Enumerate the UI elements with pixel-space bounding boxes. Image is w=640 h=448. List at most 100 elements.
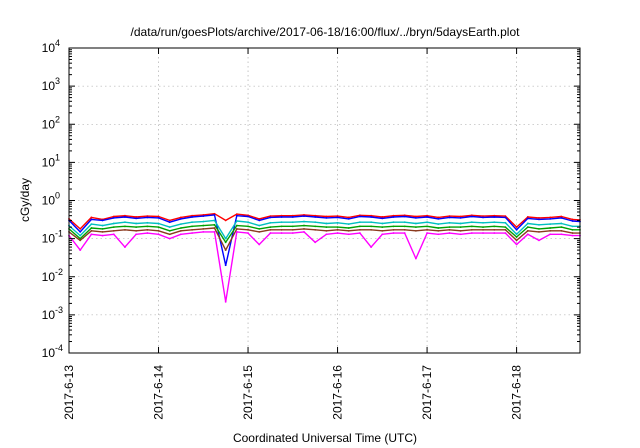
data-point <box>549 229 552 232</box>
data-point <box>560 222 563 225</box>
x-tick-label: 2017-6-14 <box>152 365 166 420</box>
data-point <box>482 226 484 229</box>
data-point <box>202 215 205 217</box>
data-point <box>124 221 126 224</box>
data-point <box>135 217 138 220</box>
data-point <box>538 239 540 242</box>
data-point <box>515 228 518 231</box>
data-point <box>359 214 361 217</box>
data-point <box>381 229 384 232</box>
data-point <box>112 229 115 232</box>
data-point <box>493 221 496 224</box>
data-point <box>381 233 384 236</box>
data-point <box>515 236 518 238</box>
data-point <box>359 221 361 224</box>
data-point <box>191 216 193 218</box>
data-point <box>347 229 350 232</box>
data-point <box>258 243 261 246</box>
data-point <box>314 214 317 217</box>
data-point <box>124 228 126 231</box>
data-point <box>381 217 384 220</box>
data-point <box>168 233 171 236</box>
data-point <box>426 225 428 228</box>
data-point <box>235 224 238 227</box>
data-point <box>336 228 339 231</box>
data-point <box>470 228 473 231</box>
data-point <box>191 214 193 217</box>
data-point <box>79 234 82 237</box>
data-point <box>526 229 529 232</box>
x-tick-label: 2017-6-18 <box>510 365 524 420</box>
data-point <box>347 223 350 226</box>
data-point <box>459 216 462 219</box>
data-point <box>101 227 104 230</box>
data-point <box>538 223 540 226</box>
data-point <box>426 214 428 217</box>
data-point <box>325 226 328 229</box>
data-point <box>90 229 93 232</box>
data-point <box>437 229 440 232</box>
data-point <box>470 221 473 224</box>
data-point <box>314 225 317 228</box>
data-point <box>482 216 484 219</box>
series-layer <box>68 212 581 303</box>
data-point <box>247 221 249 224</box>
data-point <box>124 216 126 218</box>
data-point <box>571 220 574 222</box>
data-point <box>482 228 484 231</box>
data-point <box>571 218 574 221</box>
data-point <box>482 215 484 217</box>
data-point <box>101 231 104 233</box>
data-point <box>560 233 563 236</box>
data-point <box>101 219 104 222</box>
data-point <box>560 226 563 229</box>
y-tick-label: 10 <box>42 155 56 169</box>
data-point <box>359 225 361 228</box>
y-tick-exponent: -4 <box>55 343 63 353</box>
data-point <box>179 229 182 232</box>
data-point <box>291 228 294 231</box>
data-point <box>549 223 552 226</box>
data-point <box>112 233 115 236</box>
data-point <box>392 214 395 217</box>
data-point <box>381 222 384 225</box>
data-point <box>224 241 227 244</box>
series-line-6 <box>68 231 580 303</box>
data-point <box>448 216 451 219</box>
data-point <box>504 216 507 219</box>
data-point <box>325 216 328 219</box>
data-point <box>269 232 272 234</box>
data-point <box>90 227 93 229</box>
data-point <box>504 215 507 217</box>
data-point <box>291 232 294 234</box>
data-point <box>179 223 182 226</box>
data-point <box>392 232 395 234</box>
data-point <box>303 227 305 230</box>
data-point <box>392 216 395 218</box>
data-point <box>224 300 227 303</box>
data-point <box>403 214 406 217</box>
data-point <box>135 226 138 229</box>
data-point <box>426 228 428 231</box>
data-point <box>213 231 216 233</box>
data-point <box>336 215 339 217</box>
data-point <box>157 216 160 219</box>
data-point <box>157 229 160 232</box>
data-point <box>426 221 428 224</box>
data-point <box>112 226 115 229</box>
data-point <box>459 215 462 218</box>
data-point <box>381 216 384 218</box>
data-point <box>179 216 182 219</box>
data-point <box>493 225 496 228</box>
data-point <box>459 233 462 236</box>
data-point <box>370 246 373 248</box>
data-point <box>112 222 115 225</box>
data-point <box>235 227 238 230</box>
data-point <box>112 216 115 219</box>
data-point <box>213 219 216 222</box>
data-point <box>549 233 552 236</box>
data-point <box>359 228 361 231</box>
data-point <box>504 228 507 231</box>
data-point <box>79 237 82 240</box>
data-point <box>336 221 339 224</box>
